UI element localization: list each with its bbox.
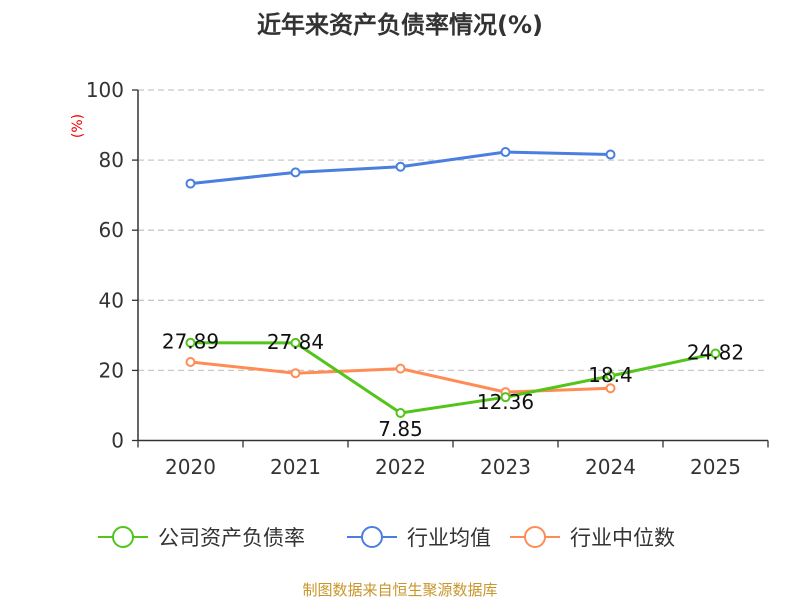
legend-marker xyxy=(112,526,134,548)
legend-marker xyxy=(361,526,383,548)
x-tick-label: 2021 xyxy=(270,455,321,479)
data-point xyxy=(605,371,616,382)
data-point xyxy=(290,337,301,348)
data-label: 7.85 xyxy=(378,417,423,441)
data-label: 27.84 xyxy=(267,330,324,354)
source-note: 制图数据来自恒生聚源数据库 xyxy=(302,581,497,599)
data-point xyxy=(290,368,301,379)
data-point xyxy=(185,337,196,348)
data-point xyxy=(605,383,616,394)
x-tick-label: 2020 xyxy=(165,455,216,479)
data-label: 18.4 xyxy=(588,363,633,387)
y-tick-label: 100 xyxy=(86,78,124,102)
data-label: 27.89 xyxy=(162,330,219,354)
chart-title: 近年来资产负债率情况(%) xyxy=(257,11,543,39)
x-tick-label: 2024 xyxy=(585,455,636,479)
data-point xyxy=(185,356,196,367)
x-tick-label: 2025 xyxy=(690,455,741,479)
data-point xyxy=(290,167,301,178)
data-point xyxy=(395,161,406,172)
data-point xyxy=(395,363,406,374)
legend-label: 公司资产负债率 xyxy=(158,526,305,550)
y-tick-label: 20 xyxy=(99,358,124,382)
data-point xyxy=(185,178,196,189)
y-tick-label: 0 xyxy=(111,429,124,453)
legend-label: 行业均值 xyxy=(407,526,491,550)
y-axis-label: (%) xyxy=(70,114,86,138)
data-label: 12.36 xyxy=(477,390,534,414)
data-point xyxy=(605,149,616,160)
data-point xyxy=(500,392,511,403)
data-label: 24.82 xyxy=(687,341,744,365)
x-tick-label: 2022 xyxy=(375,455,426,479)
y-tick-label: 40 xyxy=(99,288,124,312)
y-tick-label: 60 xyxy=(99,218,124,242)
data-point xyxy=(395,407,406,418)
data-point xyxy=(500,147,511,158)
series-line-0 xyxy=(190,341,716,415)
data-point xyxy=(710,348,721,359)
y-tick-label: 80 xyxy=(99,148,124,172)
legend-label: 行业中位数 xyxy=(570,526,675,550)
x-tick-label: 2023 xyxy=(480,455,531,479)
legend-marker xyxy=(524,526,546,548)
